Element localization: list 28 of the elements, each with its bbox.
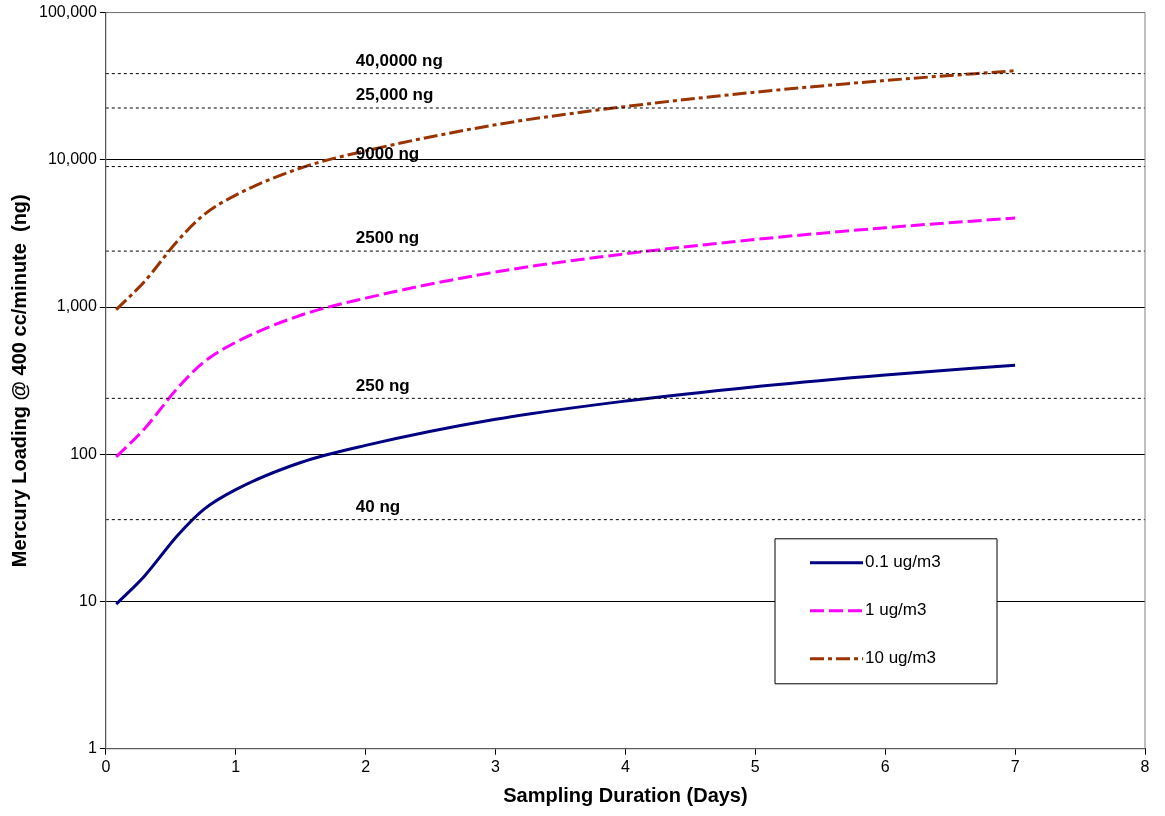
y-axis-title: Mercury Loading @ 400 cc/minute (ng) bbox=[7, 194, 30, 568]
y-tick-label: 1,000 bbox=[56, 297, 97, 315]
ref-line-label: 9000 ng bbox=[355, 143, 420, 163]
ref-line-label: 2500 ng bbox=[355, 228, 420, 248]
x-tick-label: 8 bbox=[1140, 757, 1150, 775]
x-tick-label: 7 bbox=[1010, 757, 1020, 775]
y-tick-label: 100 bbox=[70, 444, 97, 462]
y-tick-label: 10 bbox=[79, 591, 97, 609]
ref-line-label: 250 ng bbox=[355, 375, 410, 395]
legend-label: 1 ug/m3 bbox=[865, 600, 927, 620]
ref-line-label: 40,0000 ng bbox=[355, 50, 443, 70]
x-tick-label: 4 bbox=[620, 757, 630, 775]
y-tick-label: 1 bbox=[87, 739, 97, 757]
x-axis-title: Sampling Duration (Days) bbox=[503, 783, 748, 806]
y-tick-label: 100,000 bbox=[38, 3, 97, 21]
x-tick-label: 1 bbox=[231, 757, 241, 775]
legend-label: 10 ug/m3 bbox=[865, 648, 936, 668]
line-series bbox=[114, 216, 1017, 459]
y-tick-label: 10,000 bbox=[47, 150, 97, 168]
legend-label: 0.1 ug/m3 bbox=[865, 552, 941, 572]
x-tick-label: 6 bbox=[880, 757, 890, 775]
ref-line-label: 25,000 ng bbox=[355, 85, 434, 105]
x-tick-label: 0 bbox=[101, 757, 111, 775]
ref-line-label: 40 ng bbox=[355, 496, 401, 516]
x-tick-label: 5 bbox=[750, 757, 760, 775]
x-tick-label: 3 bbox=[491, 757, 501, 775]
line-series bbox=[114, 69, 1017, 312]
x-tick-label: 2 bbox=[361, 757, 371, 775]
